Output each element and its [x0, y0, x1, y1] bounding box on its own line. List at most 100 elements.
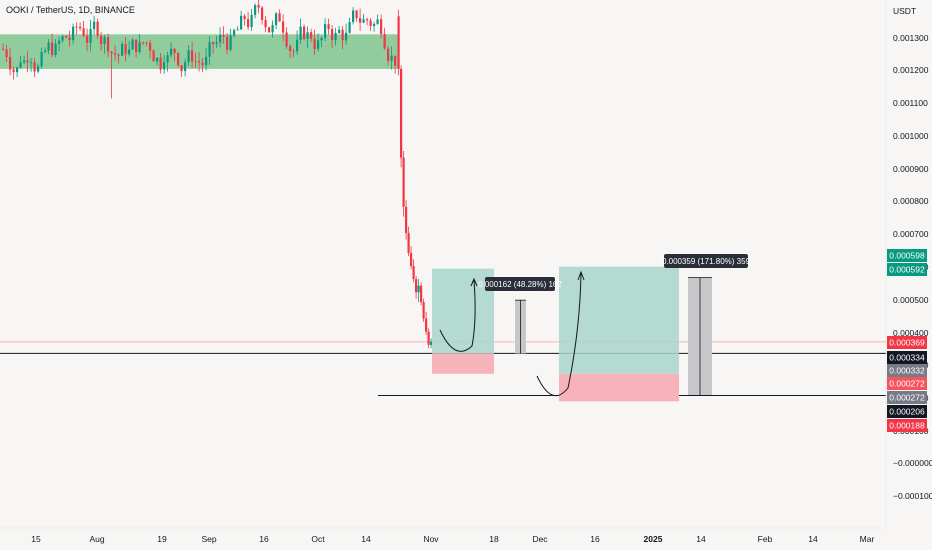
- candle-body: [166, 55, 169, 63]
- candle-body: [369, 20, 372, 27]
- candle-body: [282, 21, 285, 33]
- price-tick-label: 0.000900: [893, 164, 929, 174]
- candle-body: [240, 15, 243, 30]
- candle-body: [334, 32, 337, 41]
- candle-body: [145, 42, 148, 44]
- candle-body: [51, 42, 54, 56]
- candle-body: [54, 43, 57, 56]
- candle-body: [2, 49, 5, 50]
- candle-body: [5, 49, 8, 57]
- range-tooltip-1-bg: [485, 277, 555, 291]
- candle-body: [65, 36, 68, 38]
- range-tooltip-2-bg: [664, 254, 748, 268]
- price-badge: [887, 405, 927, 418]
- candle-body: [149, 42, 152, 51]
- candle-body: [417, 285, 420, 293]
- candle-body: [229, 35, 232, 50]
- price-tick-label: 0.000500: [893, 295, 929, 305]
- price-badge: [887, 419, 927, 432]
- candle-body: [40, 52, 43, 67]
- candle-body: [72, 26, 75, 41]
- candle-body: [215, 42, 218, 45]
- time-tick-label: Aug: [89, 534, 104, 544]
- candle-body: [394, 55, 397, 66]
- price-tick-label: 0.001300: [893, 33, 929, 43]
- candle-body: [12, 69, 15, 73]
- candle-body: [250, 14, 253, 27]
- candle-body: [110, 51, 113, 54]
- time-tick-label: 19: [157, 534, 167, 544]
- candle-body: [131, 39, 134, 50]
- candle-body: [306, 32, 309, 39]
- candle-body: [86, 36, 89, 43]
- candle-body: [138, 42, 141, 53]
- candle-body: [61, 36, 64, 41]
- candle-body: [170, 48, 173, 56]
- time-tick-label: Feb: [758, 534, 773, 544]
- candle-body: [362, 19, 365, 23]
- candle-body: [285, 32, 288, 47]
- price-badge-label: 0.000592: [889, 265, 925, 275]
- time-tick-label: 2025: [644, 534, 663, 544]
- price-badge-label: 0.000272: [889, 393, 925, 403]
- price-badge: [887, 377, 927, 390]
- candle-body: [407, 233, 410, 253]
- candle-body: [324, 24, 327, 38]
- price-badge-label: 0.000598: [889, 251, 925, 261]
- candle-body: [58, 40, 61, 44]
- time-tick-label: 15: [31, 534, 41, 544]
- candle-body: [420, 285, 423, 303]
- candle-body: [338, 29, 341, 33]
- candle-body: [320, 37, 323, 41]
- time-tick-label: 14: [696, 534, 706, 544]
- candle-body: [173, 48, 176, 53]
- time-axis[interactable]: 15 Aug 19 Sep 16 Oct 14 Nov 18 Dec 16 2025 14 Feb 14 Ma…: [0, 527, 886, 544]
- price-badge: [887, 336, 927, 349]
- candle-body: [254, 5, 257, 15]
- candle-body: [422, 302, 425, 319]
- price-badge: [887, 249, 927, 262]
- price-badge: [887, 351, 927, 364]
- candle-body: [198, 61, 201, 63]
- candle-body: [107, 37, 110, 52]
- price-badge-label: 0.000272: [889, 379, 925, 389]
- symbol-title[interactable]: OOKI / TetherUS, 1D, BINANCE: [4, 4, 137, 16]
- price-tick-label: 0.000800: [893, 196, 929, 206]
- candle-body: [93, 21, 96, 29]
- candle-body: [128, 49, 131, 55]
- candle-body: [292, 50, 295, 52]
- price-tick-label: −0.000000: [893, 458, 932, 468]
- candle-body: [405, 206, 408, 234]
- time-tick-label: Dec: [532, 534, 548, 544]
- candle-body: [212, 42, 215, 45]
- candle-body: [205, 56, 208, 66]
- candle-body: [313, 38, 316, 49]
- candle-body: [296, 39, 299, 52]
- candle-body: [412, 266, 415, 280]
- projection-curve-2: [536, 272, 582, 397]
- candle-body: [400, 68, 403, 158]
- candle-body: [383, 33, 386, 49]
- user-drawings[interactable]: 0.000162 (48.28%) 162 0.000359 (171.80%) …: [0, 254, 886, 402]
- candle-body: [44, 50, 47, 53]
- candle-body: [427, 331, 430, 345]
- candle-body: [402, 157, 405, 207]
- long-position-2-target: [559, 266, 679, 374]
- candle-body: [187, 50, 190, 63]
- candle-body: [201, 62, 204, 66]
- candle-body: [257, 5, 260, 8]
- candle-body: [103, 37, 106, 45]
- candle-body: [331, 29, 334, 41]
- candle-body: [117, 54, 120, 56]
- candle-body: [222, 35, 225, 37]
- candle-body: [114, 53, 117, 55]
- candle-body: [352, 10, 355, 23]
- range-tooltip-2: 0.000359 (171.80%) 359: [662, 257, 751, 266]
- candle-body: [345, 32, 348, 41]
- price-badge: [887, 391, 927, 404]
- candle-body: [376, 19, 379, 24]
- candle-body: [100, 35, 103, 45]
- price-badges: 0.000598 0.000592 0.000369 0.000334 0.000332…: [887, 249, 927, 432]
- candle-body: [194, 61, 197, 63]
